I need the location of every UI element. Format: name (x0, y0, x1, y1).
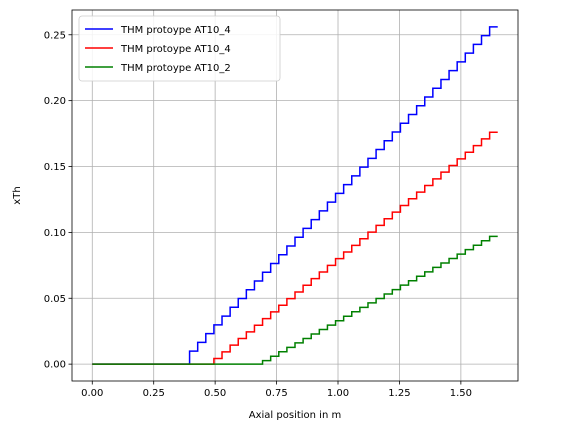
series-line-1 (92, 131, 498, 365)
series-line-2 (92, 235, 498, 365)
y-tick-label: 0.00 (44, 360, 66, 371)
series-line-0 (92, 26, 498, 365)
x-tick-label: 0.75 (265, 388, 287, 399)
x-tick-label: 0.25 (143, 388, 165, 399)
legend-label-1: THM protoype AT10_4 (120, 44, 231, 55)
x-tick-label: 0.50 (204, 388, 226, 399)
x-tick-label: 1.25 (388, 388, 410, 399)
legend-label-2: THM protoype AT10_2 (120, 63, 231, 74)
legend: THM protoype AT10_4 THM protoype AT10_4 TH… (78, 15, 281, 82)
y-axis: 0.00 0.05 0.10 0.15 0.20 0.25 (44, 30, 72, 371)
x-tick-label: 0.00 (81, 388, 103, 399)
x-axis: 0.00 0.25 0.50 0.75 1.00 1.25 1.50 (81, 381, 472, 399)
y-tick-label: 0.10 (44, 228, 66, 239)
y-axis-label: xTh (12, 186, 23, 204)
y-tick-label: 0.05 (44, 294, 66, 305)
legend-label-0: THM protoype AT10_4 (120, 25, 231, 36)
legend-box (78, 15, 281, 82)
y-tick-label: 0.25 (44, 30, 66, 41)
x-tick-label: 1.00 (327, 388, 349, 399)
x-tick-label: 1.50 (450, 388, 472, 399)
y-tick-label: 0.15 (44, 162, 66, 173)
plot-frame (71, 9, 519, 382)
series-group (92, 26, 498, 365)
x-axis-label: Axial position in m (249, 410, 341, 421)
y-tick-label: 0.20 (44, 96, 66, 107)
